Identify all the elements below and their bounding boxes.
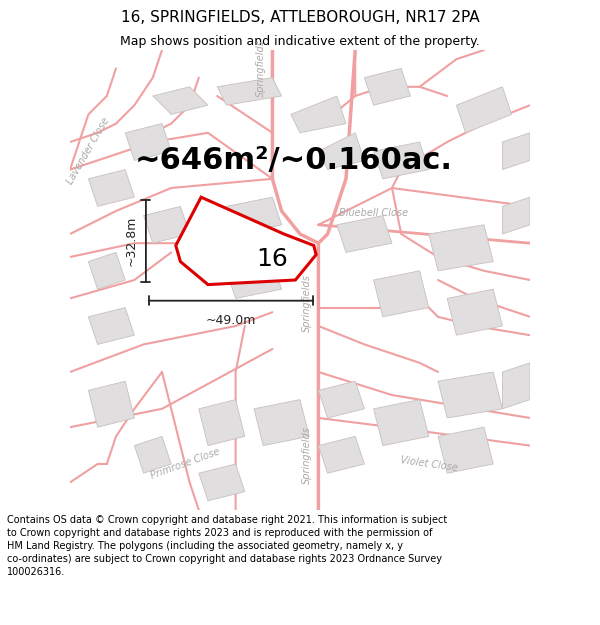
Polygon shape — [217, 78, 281, 105]
Text: ~32.8m: ~32.8m — [125, 216, 137, 266]
Polygon shape — [457, 87, 512, 132]
Polygon shape — [447, 289, 502, 335]
Polygon shape — [143, 206, 190, 243]
Polygon shape — [153, 87, 208, 114]
Polygon shape — [319, 436, 364, 473]
Polygon shape — [502, 198, 530, 234]
Polygon shape — [438, 372, 502, 418]
Polygon shape — [226, 198, 281, 234]
Polygon shape — [502, 362, 530, 409]
Polygon shape — [176, 198, 316, 284]
Polygon shape — [125, 124, 171, 161]
Polygon shape — [88, 381, 134, 428]
Polygon shape — [438, 428, 493, 473]
Polygon shape — [364, 68, 410, 105]
Polygon shape — [134, 436, 171, 473]
Polygon shape — [254, 399, 309, 446]
Polygon shape — [88, 308, 134, 344]
Text: Contains OS data © Crown copyright and database right 2021. This information is : Contains OS data © Crown copyright and d… — [7, 514, 448, 578]
Text: ~49.0m: ~49.0m — [206, 314, 256, 328]
Text: Springfields: Springfields — [302, 426, 312, 484]
Text: Lavender Close: Lavender Close — [65, 116, 112, 186]
Polygon shape — [319, 381, 364, 418]
Polygon shape — [429, 225, 493, 271]
Text: Primrose Close: Primrose Close — [149, 447, 221, 481]
Text: ~646m²/~0.160ac.: ~646m²/~0.160ac. — [134, 146, 452, 175]
Text: 16, SPRINGFIELDS, ATTLEBOROUGH, NR17 2PA: 16, SPRINGFIELDS, ATTLEBOROUGH, NR17 2PA — [121, 10, 479, 25]
Polygon shape — [291, 96, 346, 132]
Polygon shape — [374, 271, 429, 317]
Text: Bluebell Close: Bluebell Close — [339, 208, 408, 218]
Polygon shape — [199, 464, 245, 501]
Polygon shape — [374, 399, 429, 446]
Polygon shape — [226, 262, 281, 298]
Polygon shape — [374, 142, 429, 179]
Text: Violet Close: Violet Close — [400, 455, 458, 473]
Polygon shape — [88, 169, 134, 206]
Text: Springfields: Springfields — [256, 39, 266, 98]
Polygon shape — [199, 399, 245, 446]
Text: Map shows position and indicative extent of the property.: Map shows position and indicative extent… — [120, 35, 480, 48]
Text: 16: 16 — [256, 248, 289, 271]
Text: Springfields: Springfields — [302, 274, 312, 332]
Polygon shape — [337, 216, 392, 252]
Polygon shape — [88, 253, 125, 289]
Polygon shape — [319, 132, 364, 169]
Polygon shape — [502, 132, 530, 169]
